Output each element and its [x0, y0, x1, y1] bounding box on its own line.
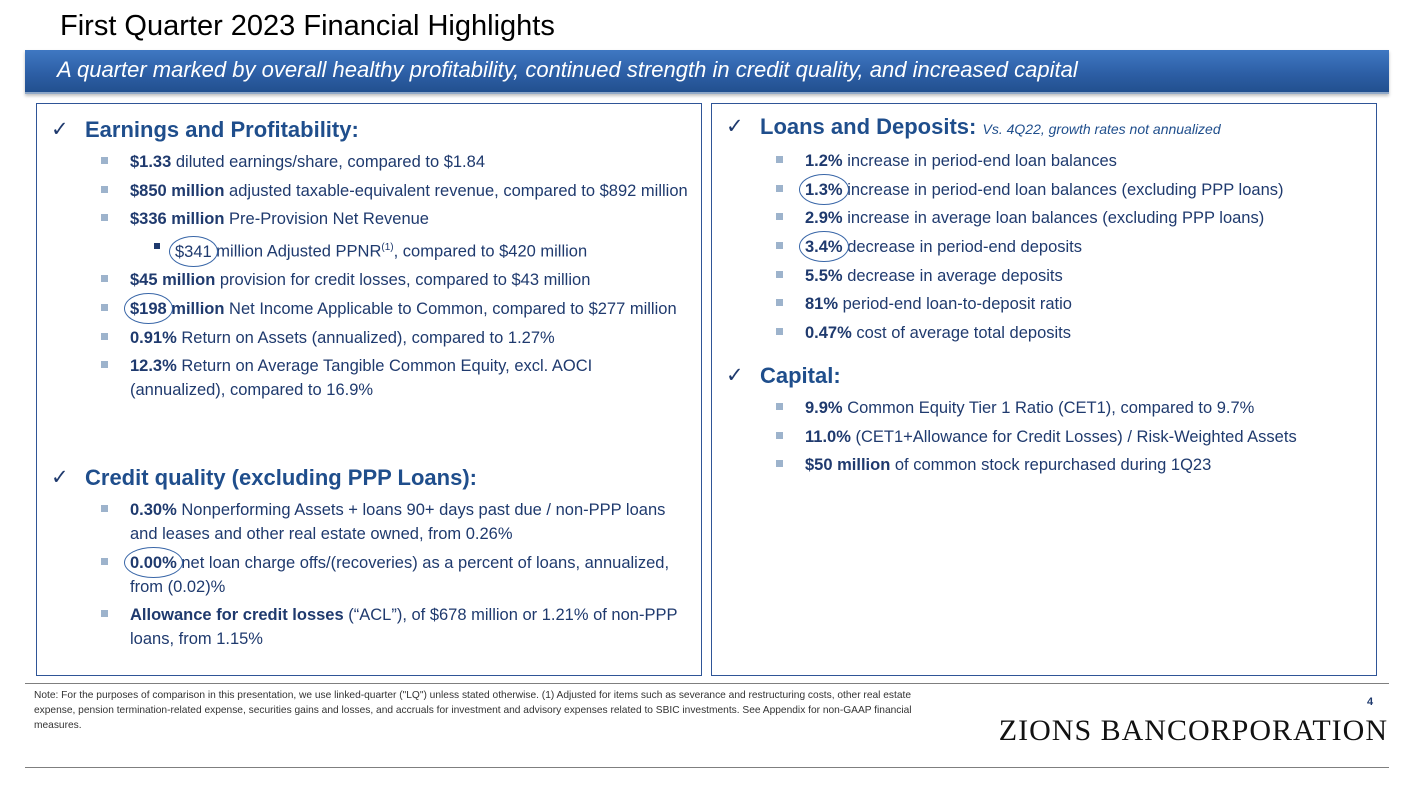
credit-list: 0.30% Nonperforming Assets + loans 90+ d…	[49, 498, 691, 651]
company-logo: ZIONS BANCORPORATION	[998, 714, 1388, 747]
square-bullet-icon	[101, 214, 108, 222]
list-item: 11.0% (CET1+Allowance for Credit Losses)…	[724, 425, 1366, 449]
square-bullet-icon	[776, 184, 783, 192]
list-item: 2.9% increase in average loan balances (…	[724, 206, 1366, 230]
list-item: 1.3% increase in period-end loan balance…	[724, 173, 1366, 205]
square-bullet-icon	[776, 328, 783, 336]
page-number: 4	[1367, 696, 1374, 708]
banner-text: A quarter marked by overall healthy prof…	[57, 57, 1078, 82]
list-item: 1.2% increase in period-end loan balance…	[724, 149, 1366, 173]
square-bullet-icon	[154, 243, 160, 250]
page-title: First Quarter 2023 Financial Highlights	[60, 10, 555, 42]
list-item: 0.30% Nonperforming Assets + loans 90+ d…	[49, 498, 691, 546]
square-bullet-icon	[101, 361, 108, 369]
credit-section: ✓ Credit quality (excluding PPP Loans): …	[49, 464, 691, 656]
list-item: Allowance for credit losses (“ACL”), of …	[49, 603, 691, 651]
credit-heading: ✓ Credit quality (excluding PPP Loans):	[51, 465, 477, 490]
square-bullet-icon	[101, 303, 108, 311]
earnings-heading: ✓ Earnings and Profitability:	[51, 117, 359, 142]
list-item-sub: $341 million Adjusted PPNR(1), compared …	[49, 235, 691, 267]
check-icon: ✓	[726, 115, 744, 138]
list-item: $198 million Net Income Applicable to Co…	[49, 292, 691, 324]
square-bullet-icon	[101, 610, 108, 618]
list-item: $50 million of common stock repurchased …	[724, 453, 1366, 477]
earnings-list: $1.33 diluted earnings/share, compared t…	[49, 150, 691, 402]
earnings-section: ✓ Earnings and Profitability: $1.33 dilu…	[49, 116, 691, 407]
circled-value: $341	[169, 235, 218, 267]
square-bullet-icon	[776, 299, 783, 307]
list-item: $1.33 diluted earnings/share, compared t…	[49, 150, 691, 174]
square-bullet-icon	[101, 275, 108, 283]
square-bullet-icon	[776, 242, 783, 250]
capital-list: 9.9% Common Equity Tier 1 Ratio (CET1), …	[724, 396, 1366, 477]
bottom-divider	[25, 767, 1389, 768]
list-item: 3.4% decrease in period-end deposits	[724, 231, 1366, 263]
list-item: 0.00% net loan charge offs/(recoveries) …	[49, 546, 691, 599]
square-bullet-icon	[776, 156, 783, 163]
list-item: 5.5% decrease in average deposits	[724, 264, 1366, 288]
list-item: 0.91% Return on Assets (annualized), com…	[49, 326, 691, 350]
circled-value: $198	[124, 292, 173, 324]
square-bullet-icon	[101, 185, 108, 193]
footnote: Note: For the purposes of comparison in …	[34, 690, 912, 731]
square-bullet-icon	[776, 213, 783, 221]
subtitle-banner: A quarter marked by overall healthy prof…	[25, 50, 1389, 94]
square-bullet-icon	[101, 332, 108, 340]
square-bullet-icon	[101, 157, 108, 164]
list-item: 9.9% Common Equity Tier 1 Ratio (CET1), …	[724, 396, 1366, 420]
check-icon: ✓	[51, 118, 69, 141]
circled-value: 3.4%	[799, 231, 849, 263]
left-panel: ✓ Earnings and Profitability: $1.33 dilu…	[36, 103, 702, 676]
list-item: 12.3% Return on Average Tangible Common …	[49, 354, 691, 402]
loans-subnote: Vs. 4Q22, growth rates not annualized	[982, 121, 1221, 137]
circled-value: 1.3%	[799, 173, 849, 205]
circled-value: 0.00%	[124, 546, 183, 578]
loans-section: ✓ Loans and Deposits: Vs. 4Q22, growth r…	[724, 113, 1366, 350]
loans-heading: ✓ Loans and Deposits: Vs. 4Q22, growth r…	[726, 114, 1221, 139]
loans-list: 1.2% increase in period-end loan balance…	[724, 149, 1366, 345]
list-item: $45 million provision for credit losses,…	[49, 268, 691, 292]
square-bullet-icon	[101, 505, 108, 512]
square-bullet-icon	[101, 557, 108, 565]
check-icon: ✓	[51, 466, 69, 489]
square-bullet-icon	[776, 403, 783, 410]
right-panel: ✓ Loans and Deposits: Vs. 4Q22, growth r…	[711, 103, 1377, 676]
square-bullet-icon	[776, 431, 783, 439]
capital-heading: ✓ Capital:	[726, 363, 841, 388]
footer-divider	[25, 683, 1389, 684]
list-item: $336 million Pre-Provision Net Revenue	[49, 207, 691, 231]
list-item: 81% period-end loan-to-deposit ratio	[724, 292, 1366, 316]
list-item: 0.47% cost of average total deposits	[724, 321, 1366, 345]
check-icon: ✓	[726, 364, 744, 387]
square-bullet-icon	[776, 270, 783, 278]
list-item: $850 million adjusted taxable-equivalent…	[49, 179, 691, 203]
square-bullet-icon	[776, 460, 783, 468]
capital-section: ✓ Capital: 9.9% Common Equity Tier 1 Rat…	[724, 362, 1366, 482]
